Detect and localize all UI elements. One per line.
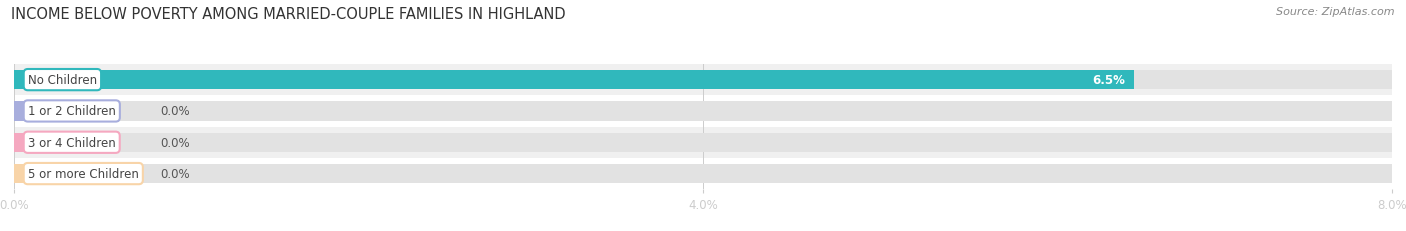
Bar xyxy=(14,133,1392,152)
Text: 0.0%: 0.0% xyxy=(160,136,190,149)
Bar xyxy=(14,65,1392,96)
Text: 5 or more Children: 5 or more Children xyxy=(28,167,139,180)
Text: INCOME BELOW POVERTY AMONG MARRIED-COUPLE FAMILIES IN HIGHLAND: INCOME BELOW POVERTY AMONG MARRIED-COUPL… xyxy=(11,7,565,22)
Bar xyxy=(14,102,118,121)
Text: No Children: No Children xyxy=(28,74,97,87)
Bar xyxy=(14,71,1133,90)
Text: 0.0%: 0.0% xyxy=(160,105,190,118)
Bar xyxy=(14,164,1392,183)
Bar xyxy=(14,102,1392,121)
Bar xyxy=(14,96,1392,127)
Bar xyxy=(14,133,118,152)
Bar xyxy=(14,158,1392,189)
Text: 3 or 4 Children: 3 or 4 Children xyxy=(28,136,115,149)
Text: 1 or 2 Children: 1 or 2 Children xyxy=(28,105,115,118)
Bar xyxy=(14,71,1392,90)
Bar xyxy=(14,127,1392,158)
Text: 0.0%: 0.0% xyxy=(160,167,190,180)
Text: Source: ZipAtlas.com: Source: ZipAtlas.com xyxy=(1277,7,1395,17)
Text: 6.5%: 6.5% xyxy=(1092,74,1125,87)
Bar xyxy=(14,164,118,183)
